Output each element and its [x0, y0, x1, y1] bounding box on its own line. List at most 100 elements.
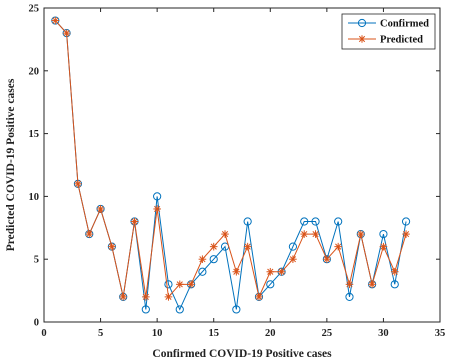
- data-point-predicted-stroke: [176, 281, 183, 288]
- data-point-confirmed: [334, 217, 343, 226]
- y-tick-label: 15: [29, 129, 40, 140]
- data-point-predicted: [300, 230, 309, 238]
- data-point-predicted: [74, 180, 82, 188]
- data-point-predicted-stroke: [278, 268, 285, 275]
- y-tick-label: 10: [29, 192, 40, 203]
- data-point-predicted: [368, 280, 376, 289]
- data-point-predicted: [96, 205, 105, 213]
- data-point-confirmed: [209, 255, 218, 264]
- data-point-predicted-stroke: [108, 243, 115, 250]
- data-point-predicted-stroke: [244, 243, 251, 250]
- data-point-predicted: [390, 267, 399, 276]
- legend-entry-confirmed: Confirmed: [348, 19, 429, 30]
- data-point-predicted: [232, 267, 241, 276]
- data-point-predicted-stroke: [346, 281, 353, 288]
- x-tick-label: 5: [98, 328, 103, 339]
- data-point-predicted-stroke: [289, 256, 297, 263]
- data-point-predicted-stroke: [131, 218, 138, 225]
- data-point-predicted: [108, 242, 116, 251]
- data-point-predicted: [266, 267, 275, 276]
- data-point-predicted: [62, 29, 71, 37]
- y-tick-label: 25: [29, 4, 40, 15]
- data-point-predicted-stroke: [380, 243, 387, 250]
- legend-marker-stroke: [358, 35, 366, 43]
- axis-ticks: 0 5 10 15 20 25 30 35 0 5 10 15 20 25: [29, 4, 446, 340]
- data-point-predicted: [357, 230, 365, 238]
- data-point-predicted-stroke: [369, 281, 376, 288]
- x-tick-label: 35: [435, 328, 446, 339]
- data-point-confirmed: [198, 267, 207, 276]
- data-point-predicted: [175, 280, 184, 289]
- data-point-confirmed: [401, 217, 411, 226]
- data-point-confirmed: [164, 280, 173, 289]
- x-tick-label: 0: [41, 328, 46, 339]
- data-point-predicted: [209, 242, 218, 251]
- data-point-confirmed: [141, 305, 150, 314]
- data-point-predicted-stroke: [165, 293, 172, 300]
- legend-entry-predicted: Predicted: [348, 35, 423, 46]
- data-point-predicted: [323, 255, 331, 263]
- y-axis-label: Predicted COVID-19 Positive cases: [5, 78, 17, 251]
- y-tick-label: 5: [34, 255, 39, 266]
- data-point-predicted-stroke: [267, 268, 274, 275]
- data-point-predicted: [130, 217, 139, 226]
- data-point-predicted-stroke: [154, 205, 161, 213]
- data-point-predicted-stroke: [221, 230, 229, 238]
- data-point-predicted-stroke: [142, 293, 149, 300]
- data-point-confirmed: [379, 229, 388, 239]
- x-tick-label: 15: [208, 328, 219, 339]
- data-point-predicted: [119, 293, 127, 301]
- legend-items: Confirmed Predicted: [348, 19, 429, 46]
- legend-box: [341, 13, 436, 50]
- legend-marker: [357, 18, 367, 28]
- data-point-predicted: [402, 230, 410, 238]
- data-point-predicted-stroke: [301, 230, 308, 238]
- legend-marker: [358, 35, 366, 43]
- data-point-predicted: [311, 230, 320, 238]
- x-axis-label: Confirmed COVID-19 Positive cases: [152, 348, 332, 360]
- plot-frame: [43, 7, 441, 323]
- data-point-confirmed: [153, 192, 162, 201]
- data-point-confirmed: [243, 217, 252, 226]
- data-point-predicted-stroke: [97, 205, 104, 213]
- data-point-predicted-stroke: [335, 243, 342, 250]
- data-point-predicted-stroke: [255, 293, 263, 300]
- data-point-predicted-stroke: [357, 230, 364, 238]
- series-line-predicted: [54, 20, 407, 299]
- data-point-confirmed: [390, 280, 399, 289]
- data-point-confirmed: [345, 292, 354, 301]
- data-point-predicted-stroke: [120, 293, 127, 300]
- x-tick-label: 10: [152, 328, 163, 339]
- data-point-predicted: [221, 230, 229, 238]
- data-point-predicted: [379, 242, 388, 251]
- data-point-predicted: [289, 255, 297, 263]
- data-point-predicted-stroke: [199, 256, 206, 263]
- legend: Confirmed Predicted: [341, 13, 436, 50]
- x-tick-label: 20: [265, 328, 276, 339]
- data-point-predicted-stroke: [312, 230, 319, 238]
- y-tick-label: 20: [29, 66, 40, 77]
- data-point-predicted-stroke: [74, 180, 82, 187]
- data-point-predicted-stroke: [391, 268, 398, 275]
- data-point-predicted-stroke: [63, 30, 70, 37]
- x-tick-label: 30: [378, 328, 389, 339]
- legend-label: Predicted: [380, 35, 423, 46]
- data-point-predicted: [277, 267, 286, 276]
- data-point-predicted: [142, 293, 150, 301]
- data-point-predicted: [153, 205, 161, 213]
- data-point-predicted: [345, 280, 354, 289]
- series-layer: [51, 16, 411, 314]
- data-point-predicted: [334, 242, 342, 251]
- data-point-predicted-stroke: [402, 230, 410, 238]
- x-tick-label: 25: [322, 328, 333, 339]
- data-point-predicted-stroke: [86, 230, 93, 238]
- data-point-predicted: [51, 16, 60, 25]
- y-tick-label: 0: [34, 318, 39, 329]
- data-point-confirmed: [175, 305, 184, 314]
- data-point-predicted-stroke: [187, 281, 195, 288]
- data-point-confirmed: [232, 305, 241, 314]
- data-point-predicted: [164, 293, 173, 301]
- data-point-predicted-stroke: [210, 243, 217, 250]
- data-point-predicted-stroke: [52, 17, 59, 24]
